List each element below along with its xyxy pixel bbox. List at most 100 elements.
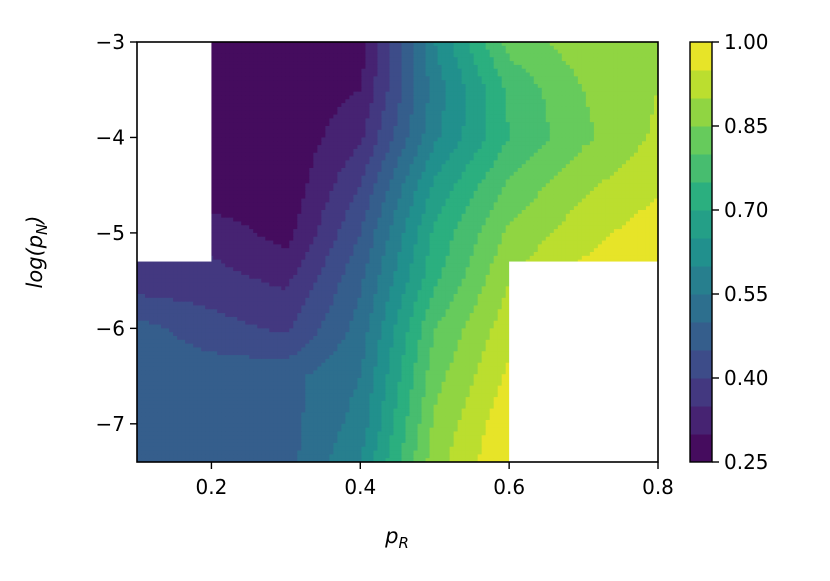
contour-cell: [589, 87, 595, 93]
contour-cell: [405, 99, 411, 104]
contour-cell: [601, 129, 607, 135]
contour-cell: [297, 42, 302, 47]
contour-cell: [221, 137, 226, 142]
contour-cell: [597, 133, 603, 139]
contour-cell: [493, 53, 499, 58]
contour-cell: [485, 95, 491, 100]
contour-cell: [241, 53, 246, 58]
contour-cell: [633, 175, 639, 181]
contour-cell: [617, 87, 623, 93]
contour-cell: [633, 57, 639, 62]
contour-cell: [273, 57, 278, 62]
contour-cell: [453, 99, 459, 104]
contour-cell: [281, 95, 286, 100]
contour-cell: [413, 145, 419, 150]
contour-cell: [493, 156, 499, 161]
contour-cell: [517, 68, 523, 74]
contour-cell: [601, 49, 607, 55]
contour-cell: [549, 179, 555, 184]
contour-cell: [549, 80, 555, 85]
contour-cell: [517, 84, 523, 89]
contour-cell: [293, 110, 298, 116]
contour-cell: [297, 76, 302, 81]
contour-cell: [245, 72, 250, 77]
contour-cell: [645, 145, 651, 150]
contour-cell: [609, 84, 615, 89]
contour-cell: [645, 106, 651, 112]
contour-cell: [413, 64, 419, 70]
contour-cell: [305, 76, 310, 81]
contour-cell: [589, 64, 595, 70]
contour-cell: [237, 49, 242, 55]
contour-cell: [245, 91, 250, 97]
contour-cell: [321, 110, 326, 116]
contour-cell: [541, 49, 547, 55]
contour-cell: [577, 118, 583, 123]
contour-cell: [545, 64, 551, 70]
contour-cell: [333, 49, 338, 55]
contour-cell: [633, 160, 639, 165]
contour-cell: [641, 95, 647, 100]
contour-cell: [281, 64, 286, 70]
contour-cell: [569, 64, 575, 70]
contour-cell: [209, 84, 214, 89]
contour-cell: [349, 129, 355, 135]
contour-cell: [557, 114, 563, 119]
contour-cell: [261, 168, 266, 173]
contour-cell: [421, 61, 427, 66]
contour-cell: [405, 129, 411, 135]
contour-cell: [469, 84, 475, 89]
contour-cell: [381, 95, 387, 100]
contour-cell: [521, 103, 527, 108]
contour-cell: [281, 171, 286, 177]
contour-cell: [605, 61, 611, 66]
contour-cell: [437, 183, 443, 188]
contour-cell: [477, 168, 483, 173]
contour-cell: [589, 57, 595, 62]
contour-cell: [585, 95, 591, 100]
contour-cell: [401, 141, 407, 146]
contour-cell: [345, 145, 351, 150]
contour-cell: [385, 148, 391, 154]
contour-cell: [209, 171, 214, 177]
contour-cell: [349, 110, 355, 116]
contour-cell: [465, 168, 471, 173]
contour-cell: [361, 137, 367, 142]
contour-cell: [225, 64, 230, 70]
contour-cell: [569, 129, 575, 135]
contour-cell: [437, 152, 443, 158]
contour-cell: [241, 49, 246, 55]
contour-cell: [253, 137, 258, 142]
contour-cell: [281, 91, 286, 97]
contour-cell: [393, 137, 399, 142]
contour-cell: [385, 49, 391, 55]
contour-cell: [325, 164, 330, 169]
contour-cell: [649, 64, 655, 70]
contour-cell: [269, 42, 274, 47]
contour-cell: [405, 141, 411, 146]
contour-cell: [393, 148, 399, 154]
contour-cell: [329, 133, 334, 139]
contour-cell: [645, 164, 651, 169]
contour-cell: [621, 118, 627, 123]
contour-cell: [633, 76, 639, 81]
contour-cell: [381, 45, 387, 51]
contour-cell: [649, 95, 655, 100]
contour-cell: [289, 168, 294, 173]
contour-cell: [337, 110, 342, 116]
contour-cell: [505, 148, 511, 154]
contour-cell: [493, 175, 499, 181]
contour-cell: [257, 141, 262, 146]
contour-cell: [437, 45, 443, 51]
contour-cell: [389, 80, 395, 85]
contour-cell: [477, 152, 483, 158]
contour-cell: [649, 103, 655, 108]
contour-cell: [293, 80, 298, 85]
contour-cell: [217, 114, 222, 119]
contour-cell: [217, 187, 222, 192]
contour-cell: [221, 76, 226, 81]
contour-cell: [265, 126, 270, 131]
contour-cell: [537, 72, 543, 77]
contour-cell: [549, 76, 555, 81]
contour-cell: [637, 45, 643, 51]
